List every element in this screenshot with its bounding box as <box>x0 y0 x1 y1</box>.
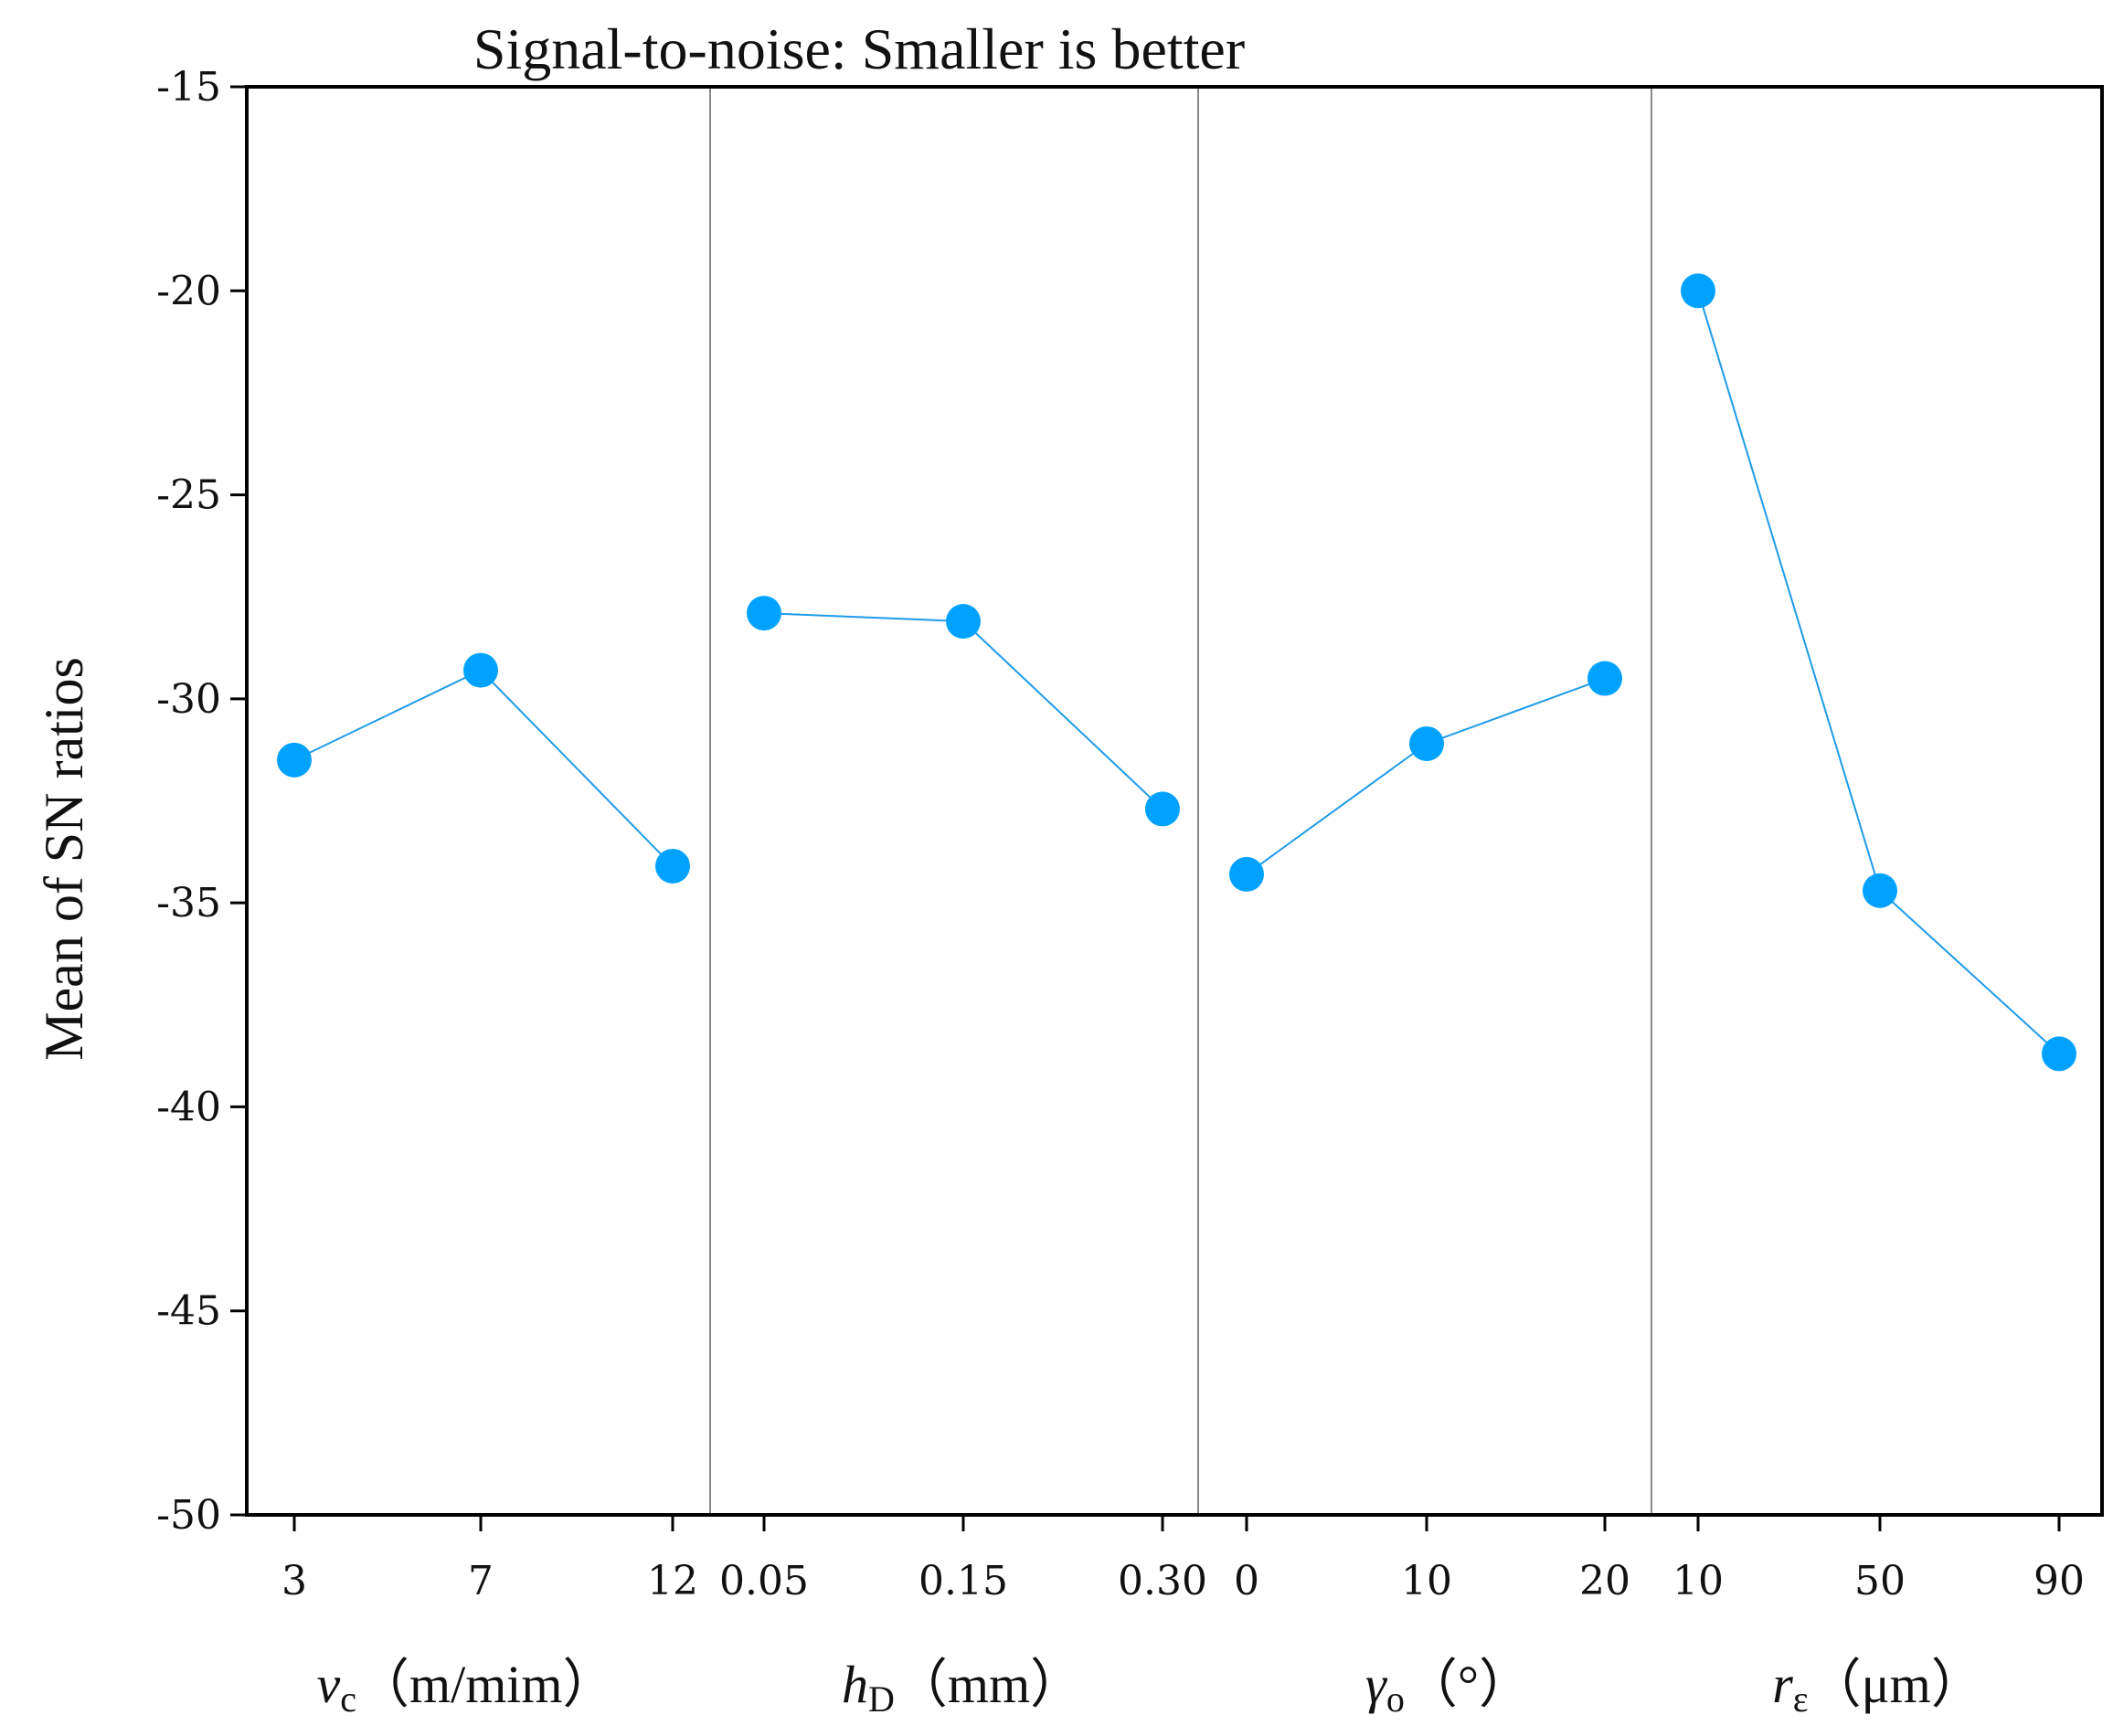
x-tick-label-hD: 0.30 <box>1118 1558 1207 1604</box>
data-point-reps <box>1863 873 1897 908</box>
x-tick-label-vc: 3 <box>281 1558 307 1604</box>
x-tick-label-gamma: 10 <box>1401 1558 1452 1604</box>
factor-symbol: v <box>316 1655 340 1714</box>
data-point-reps <box>1681 273 1715 309</box>
data-point-hD <box>747 596 781 631</box>
x-tick-label-reps: 90 <box>2033 1558 2085 1604</box>
y-tick-label: -30 <box>156 676 221 723</box>
chart-title: Signal-to-noise: Smaller is better <box>473 16 1245 81</box>
x-tick-label-reps: 10 <box>1672 1558 1724 1604</box>
factor-subscript: c <box>340 1678 356 1720</box>
series-line-hD <box>763 612 1163 810</box>
x-axis-label-vc: vc（m/mim） <box>316 1655 615 1720</box>
data-point-gamma <box>1229 856 1264 892</box>
factor-symbol: h <box>842 1655 868 1714</box>
factor-subscript: o <box>1386 1678 1405 1720</box>
y-tick-label: -15 <box>156 64 221 111</box>
x-tick-label-vc: 12 <box>647 1558 698 1604</box>
data-point-vc <box>463 652 498 688</box>
data-point-gamma <box>1587 661 1622 696</box>
factor-unit: （μm） <box>1809 1655 1984 1714</box>
factor-subscript: ε <box>1793 1678 1809 1720</box>
factor-symbol: r <box>1772 1655 1793 1714</box>
factor-unit: （m/mim） <box>356 1655 616 1714</box>
data-point-vc <box>655 848 690 884</box>
data-point-reps <box>2042 1036 2076 1072</box>
y-tick-label: -35 <box>156 880 221 926</box>
data-point-hD <box>946 604 981 640</box>
x-tick-label-vc: 7 <box>468 1558 494 1604</box>
factor-symbol: γ <box>1365 1655 1388 1714</box>
x-axis-label-hD: hD（mm） <box>842 1655 1083 1720</box>
factor-unit: （mm） <box>895 1655 1083 1714</box>
y-tick-label: -50 <box>156 1492 221 1539</box>
factor-subscript: D <box>868 1678 895 1720</box>
y-axis-label: Mean of SN ratios <box>34 657 94 1061</box>
x-tick-label-hD: 0.05 <box>719 1558 809 1604</box>
x-tick-label-gamma: 0 <box>1234 1558 1259 1604</box>
x-axis-label-gamma: γo（°） <box>1365 1655 1532 1720</box>
series-line-vc <box>293 669 674 867</box>
x-tick-label-hD: 0.15 <box>918 1558 1008 1604</box>
data-point-gamma <box>1409 725 1444 761</box>
y-tick-label: -20 <box>156 268 221 314</box>
x-tick-label-gamma: 20 <box>1579 1558 1630 1604</box>
plot-area: -15 -20 -25 -30 -35 -40 -45 -50 3 7 12 vc（m/mim） 0.0… <box>156 64 2104 1720</box>
data-point-hD <box>1145 791 1180 827</box>
x-tick-label-reps: 50 <box>1854 1558 1906 1604</box>
series-line-reps <box>1697 290 2060 1055</box>
x-axis-label-reps: rε（μm） <box>1772 1655 1984 1720</box>
y-tick-label: -40 <box>156 1084 221 1130</box>
data-point-vc <box>277 742 312 778</box>
factor-unit: （°） <box>1405 1655 1532 1714</box>
y-tick-label: -25 <box>156 472 221 519</box>
plot-frame <box>245 85 2104 1517</box>
series-line-gamma <box>1246 677 1606 875</box>
y-tick-label: -45 <box>156 1288 221 1335</box>
